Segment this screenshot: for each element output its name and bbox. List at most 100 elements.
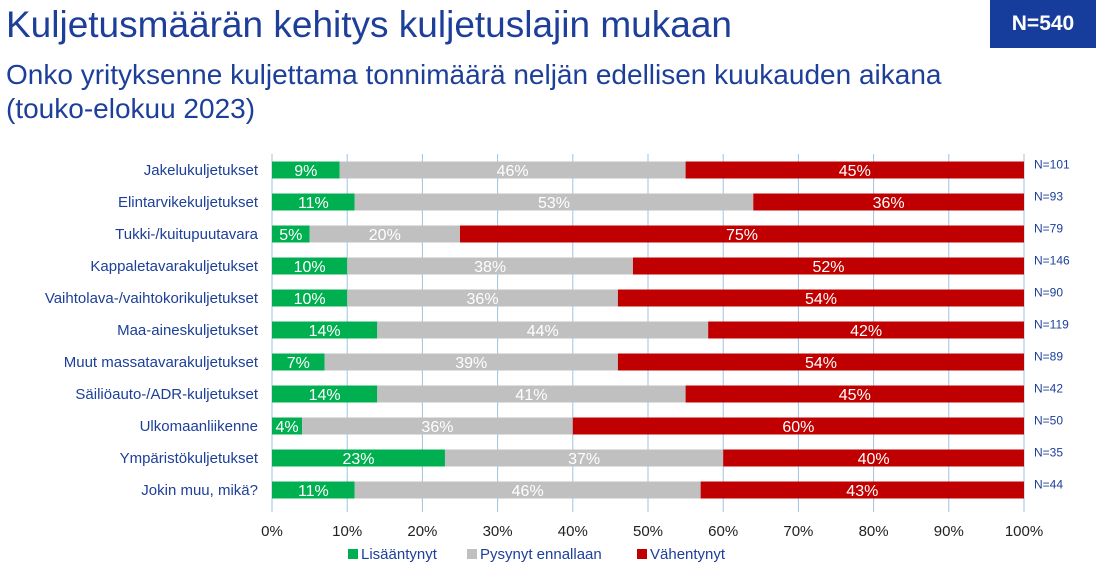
bar-segment <box>309 225 460 243</box>
bar-segment <box>377 385 686 403</box>
bar-segment <box>685 161 1024 179</box>
data-label: 11% <box>298 483 329 500</box>
data-label: 60% <box>782 419 814 436</box>
legend-label: Lisääntynyt <box>361 546 438 563</box>
x-tick-label: 30% <box>483 523 513 540</box>
x-tick-label: 10% <box>332 523 362 540</box>
data-label: 38% <box>474 259 506 276</box>
bar-segment <box>272 481 355 499</box>
data-label: 43% <box>846 483 878 500</box>
data-label: 75% <box>726 227 758 244</box>
bar-segment <box>272 193 355 211</box>
bar-segment <box>708 321 1024 339</box>
data-label: 42% <box>850 323 882 340</box>
x-tick-label: 60% <box>708 523 738 540</box>
x-tick-label: 50% <box>633 523 663 540</box>
page-subtitle: Onko yrityksenne kuljettama tonnimäärä n… <box>6 59 942 124</box>
data-label: 14% <box>309 387 341 404</box>
bar-segment <box>377 321 709 339</box>
data-label: 39% <box>455 355 487 372</box>
x-tick-label: 80% <box>859 523 889 540</box>
bar-segment <box>272 257 348 275</box>
x-tick-label: 70% <box>783 523 813 540</box>
legend-label: Pysynyt ennallaan <box>480 546 602 563</box>
legend-swatch <box>637 549 647 559</box>
x-tick-label: 40% <box>558 523 588 540</box>
n-count-label: N=93 <box>1034 190 1063 204</box>
bar-segment <box>272 417 303 435</box>
bar-segment <box>617 289 1024 307</box>
bar-segment <box>272 225 310 243</box>
total-respondents-badge: N=540 <box>990 0 1096 48</box>
bar-segment <box>632 257 1024 275</box>
bar-segment <box>272 353 325 371</box>
data-label: 5% <box>279 227 302 244</box>
data-label: 54% <box>805 355 837 372</box>
category-label: Jokin muu, mikä? <box>141 482 258 499</box>
bar-segment <box>347 257 633 275</box>
category-label: Elintarvikekuljetukset <box>118 194 259 211</box>
data-label: 36% <box>421 419 453 436</box>
data-label: 46% <box>497 163 529 180</box>
bar-segment <box>324 353 618 371</box>
bar-segment <box>272 385 378 403</box>
bar-segment <box>302 417 573 435</box>
data-label: 45% <box>839 163 871 180</box>
data-label: 37% <box>568 451 600 468</box>
data-label: 20% <box>369 227 401 244</box>
data-label: 10% <box>294 259 326 276</box>
n-count-label: N=90 <box>1034 286 1063 300</box>
bar-segment <box>700 481 1024 499</box>
bar-segment <box>272 321 378 339</box>
n-count-label: N=35 <box>1034 446 1063 460</box>
n-count-label: N=101 <box>1034 158 1070 172</box>
x-tick-label: 100% <box>1005 523 1043 540</box>
x-tick-label: 20% <box>407 523 437 540</box>
data-label: 4% <box>275 419 298 436</box>
data-label: 36% <box>467 291 499 308</box>
category-label: Muut massatavarakuljetukset <box>64 354 259 371</box>
bar-segment <box>354 193 754 211</box>
n-count-label: N=44 <box>1034 478 1063 492</box>
category-label: Tukki-/kuitupuutavara <box>115 226 259 243</box>
data-label: 46% <box>512 483 544 500</box>
data-label: 36% <box>873 195 905 212</box>
legend-swatch <box>467 549 477 559</box>
n-count-label: N=146 <box>1034 254 1070 268</box>
x-tick-label: 90% <box>934 523 964 540</box>
x-tick-label: 0% <box>261 523 283 540</box>
bar-segment <box>339 161 686 179</box>
data-label: 44% <box>527 323 559 340</box>
legend-label: Vähentynyt <box>650 546 726 563</box>
category-label: Jakelukuljetukset <box>144 162 259 179</box>
bar-segment <box>444 449 724 467</box>
bar-segment <box>617 353 1024 371</box>
data-label: 41% <box>515 387 547 404</box>
bar-segment <box>272 289 348 307</box>
n-count-label: N=42 <box>1034 382 1063 396</box>
category-label: Ympäristökuljetukset <box>120 450 259 467</box>
data-label: 14% <box>309 323 341 340</box>
legend-swatch <box>348 549 358 559</box>
data-label: 40% <box>858 451 890 468</box>
data-label: 11% <box>298 195 329 212</box>
bar-segment <box>572 417 1024 435</box>
category-label: Säiliöauto-/ADR-kuljetukset <box>75 386 258 403</box>
page-title: Kuljetusmäärän kehitys kuljetuslajin muk… <box>6 4 732 45</box>
bar-segment <box>347 289 618 307</box>
data-label: 9% <box>294 163 317 180</box>
bar-segment <box>723 449 1024 467</box>
category-label: Vaihtolava-/vaihtokorikuljetukset <box>45 290 259 307</box>
bar-segment <box>272 161 340 179</box>
bar-segment <box>685 385 1024 403</box>
bar-segment <box>460 225 1024 243</box>
data-label: 45% <box>839 387 871 404</box>
n-count-label: N=50 <box>1034 414 1063 428</box>
data-label: 52% <box>812 259 844 276</box>
n-count-label: N=89 <box>1034 350 1063 364</box>
bar-segment <box>753 193 1024 211</box>
data-label: 7% <box>287 355 310 372</box>
data-label: 53% <box>538 195 570 212</box>
bar-segment <box>354 481 701 499</box>
